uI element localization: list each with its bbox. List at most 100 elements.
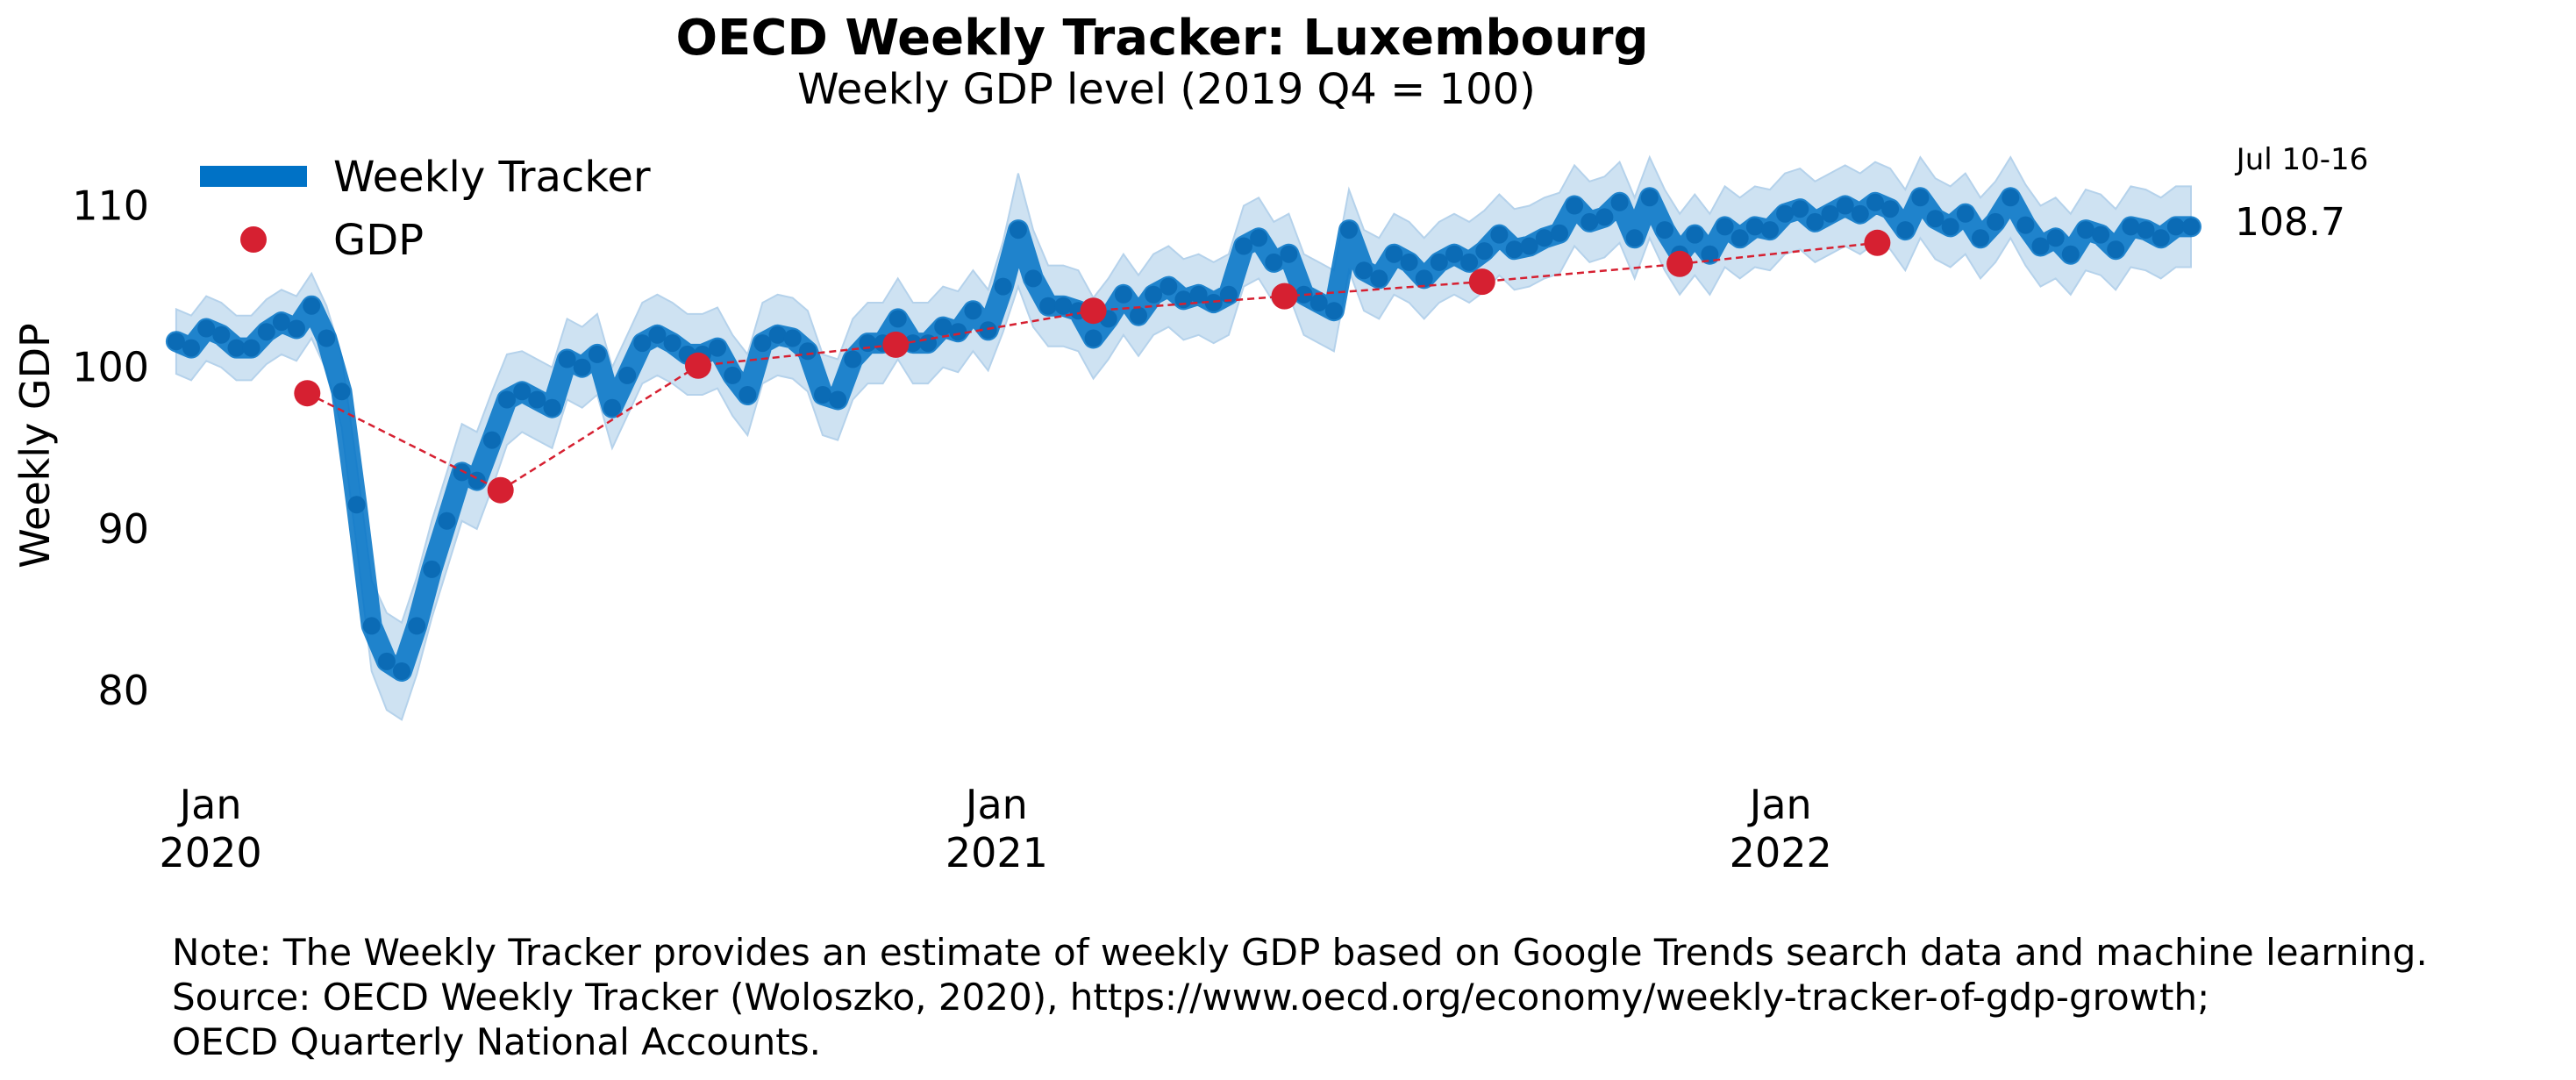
tracker-point	[919, 334, 937, 353]
x-tick-label: Jan	[1747, 781, 1812, 828]
tracker-point	[603, 398, 621, 417]
tracker-point	[1174, 290, 1193, 309]
gdp-point	[487, 476, 514, 504]
gdp-point	[1080, 297, 1107, 325]
tracker-point	[573, 358, 591, 376]
tracker-point	[949, 323, 967, 341]
gdp-point	[1666, 250, 1694, 277]
tracker-point	[1551, 224, 1568, 242]
tracker-point	[558, 350, 576, 368]
y-axis-ticks: 80 90 100 110	[72, 182, 149, 714]
tracker-point	[1490, 225, 1509, 244]
tracker-point	[347, 496, 366, 514]
gdp-point	[685, 352, 711, 379]
tracker-point	[1610, 193, 1629, 211]
tracker-point	[1130, 306, 1147, 325]
weekly-tracker-series	[165, 187, 2201, 682]
tracker-point	[2092, 225, 2110, 244]
legend-label-weekly-tracker: Weekly Tracker	[333, 153, 651, 202]
gdp-point	[294, 380, 321, 407]
gdp-point	[1864, 229, 1891, 256]
tracker-point	[964, 302, 982, 320]
tracker-point	[798, 342, 817, 361]
tracker-point	[242, 339, 260, 357]
tracker-point	[543, 398, 561, 417]
x-tick-label: Jan	[963, 781, 1028, 828]
tracker-point	[979, 321, 997, 340]
tracker-point	[1189, 285, 1208, 304]
tracker-point	[1851, 204, 1869, 223]
tracker-point	[709, 339, 726, 357]
tracker-point	[2016, 216, 2035, 234]
tracker-point	[182, 339, 200, 357]
tracker-point	[1987, 212, 2005, 231]
tracker-point	[393, 662, 410, 680]
tracker-point	[1640, 189, 1659, 207]
tracker-point	[1972, 229, 1989, 247]
legend-marker-gdp	[240, 226, 267, 253]
y-tick-label: 110	[72, 182, 149, 229]
tracker-point	[663, 334, 681, 353]
tracker-point	[1911, 189, 1930, 207]
tracker-point	[1235, 237, 1252, 255]
tracker-point	[453, 463, 471, 482]
tracker-point	[1730, 229, 1749, 247]
gdp-series	[294, 229, 1891, 504]
tracker-point	[2182, 218, 2200, 236]
tracker-point	[408, 617, 426, 635]
x-tick-label: 2022	[1730, 829, 1832, 876]
tracker-point	[844, 350, 862, 368]
tracker-point	[1595, 208, 1614, 226]
tracker-point	[1054, 297, 1073, 315]
gdp-point	[1468, 268, 1495, 296]
tracker-point	[753, 334, 772, 353]
legend: Weekly Tracker GDP	[200, 153, 651, 265]
tracker-point	[1581, 212, 1599, 231]
tracker-point	[1656, 221, 1673, 240]
tracker-point	[2046, 229, 2065, 247]
footnote-line-3: OECD Quarterly National Accounts.	[172, 1020, 821, 1063]
tracker-point	[362, 617, 381, 635]
tracker-point	[1806, 212, 1824, 231]
tracker-point	[648, 325, 667, 344]
legend-label-gdp: GDP	[333, 216, 424, 265]
tracker-point	[498, 390, 516, 409]
y-tick-label: 100	[72, 344, 149, 391]
x-tick-label: 2021	[945, 829, 1048, 876]
tracker-point	[257, 323, 275, 341]
tracker-point	[1445, 245, 1463, 263]
tracker-point	[1716, 218, 1734, 236]
tracker-point	[1821, 204, 1839, 223]
tracker-point	[318, 329, 336, 347]
tracker-point	[1309, 294, 1328, 311]
tracker-point	[1745, 218, 1764, 236]
tracker-point	[1324, 302, 1343, 320]
tracker-point	[829, 390, 847, 409]
tracker-point	[1385, 245, 1403, 263]
tracker-point	[1956, 204, 1974, 223]
tracker-point	[768, 325, 787, 344]
tracker-point	[513, 383, 532, 401]
last-period-label: Jul 10-16	[2235, 142, 2369, 177]
tracker-point	[1430, 253, 1448, 271]
tracker-point	[1866, 193, 1884, 211]
tracker-point	[814, 386, 831, 404]
tracker-point	[2166, 218, 2185, 236]
tracker-point	[2107, 240, 2125, 259]
y-axis-label: Weekly GDP	[11, 323, 59, 568]
tracker-point	[2137, 221, 2155, 240]
tracker-point	[739, 386, 757, 404]
y-tick-label: 80	[97, 667, 149, 714]
tracker-point	[618, 366, 637, 384]
tracker-point	[1295, 285, 1313, 304]
tracker-point	[212, 325, 231, 344]
tracker-point	[1460, 253, 1479, 271]
tracker-point	[1250, 229, 1268, 247]
tracker-point	[167, 333, 185, 351]
tracker-point	[482, 431, 501, 449]
tracker-point	[1761, 221, 1779, 240]
tracker-point	[1114, 285, 1132, 304]
tracker-point	[227, 339, 246, 357]
tracker-point	[2077, 221, 2094, 240]
